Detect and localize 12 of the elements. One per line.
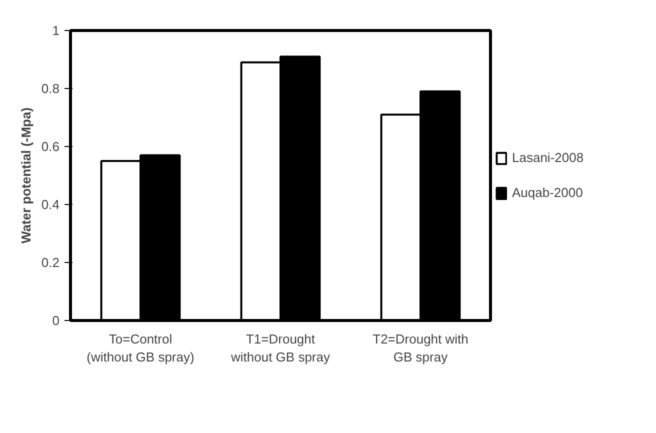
- y-tick-label: 0.4: [41, 197, 60, 212]
- x-tick-label: T2=Drought with GB spray: [372, 332, 468, 364]
- y-tick-label: 0.6: [41, 139, 60, 154]
- x-tick-label: T1=Drought without GB spray: [230, 332, 330, 364]
- x-tick-label: To=Control (without GB spray): [86, 332, 194, 364]
- legend-label: Auqab-2000: [512, 185, 584, 200]
- y-tick-label: 0.2: [41, 255, 60, 270]
- y-tick-label: 1: [52, 23, 60, 38]
- y-tick-label: 0.8: [41, 81, 60, 96]
- y-axis-title: Water potential (-Mpa): [18, 107, 34, 244]
- y-tick-label: 0: [52, 313, 60, 328]
- legend-label: Lasani-2008: [512, 150, 585, 165]
